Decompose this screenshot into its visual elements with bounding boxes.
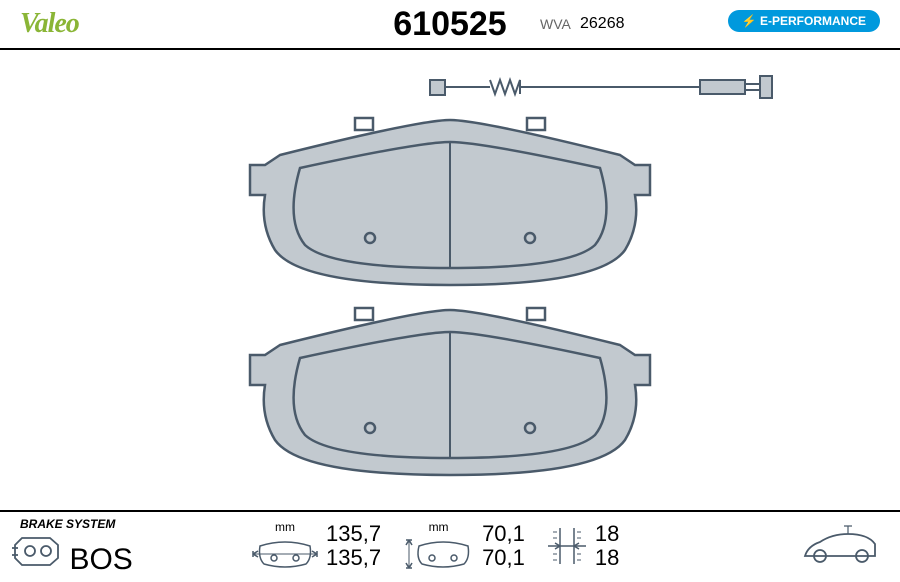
width-unit: mm [275, 520, 295, 534]
height-unit: mm [429, 520, 449, 534]
brake-system-section: BRAKE SYSTEM BOS [10, 515, 230, 577]
badge-text: E-PERFORMANCE [760, 14, 866, 28]
width-icon [250, 534, 320, 572]
wva-label: WVA [540, 16, 571, 32]
caliper-icon [10, 533, 65, 574]
width-value-1: 135,7 [326, 522, 381, 546]
width-dimension: mm 135,7 135,7 [250, 520, 381, 572]
width-value-2: 135,7 [326, 546, 381, 570]
bos-text: BOS [69, 543, 132, 576]
e-performance-badge: ⚡ E-PERFORMANCE [728, 10, 880, 32]
footer: BRAKE SYSTEM BOS mm [0, 510, 900, 580]
brake-pad-diagram [0, 50, 900, 510]
height-value-1: 70,1 [482, 522, 525, 546]
car-front-icon [800, 524, 880, 569]
diagram-area [0, 50, 900, 510]
brake-system-label: BRAKE SYSTEM [20, 517, 115, 531]
thickness-dimension: 18 18 [545, 522, 619, 570]
thickness-value-1: 18 [595, 522, 619, 546]
thickness-icon [545, 524, 589, 568]
part-number: 610525 [393, 5, 506, 44]
height-value-2: 70,1 [482, 546, 525, 570]
height-icon [401, 534, 476, 572]
height-dimension: mm 70,1 70,1 [401, 520, 525, 572]
wva-value: 26268 [580, 15, 625, 33]
thickness-value-2: 18 [595, 546, 619, 570]
header: Valeo 610525 WVA 26268 ⚡ E-PERFORMANCE [0, 0, 900, 50]
valeo-logo: Valeo [20, 8, 79, 40]
